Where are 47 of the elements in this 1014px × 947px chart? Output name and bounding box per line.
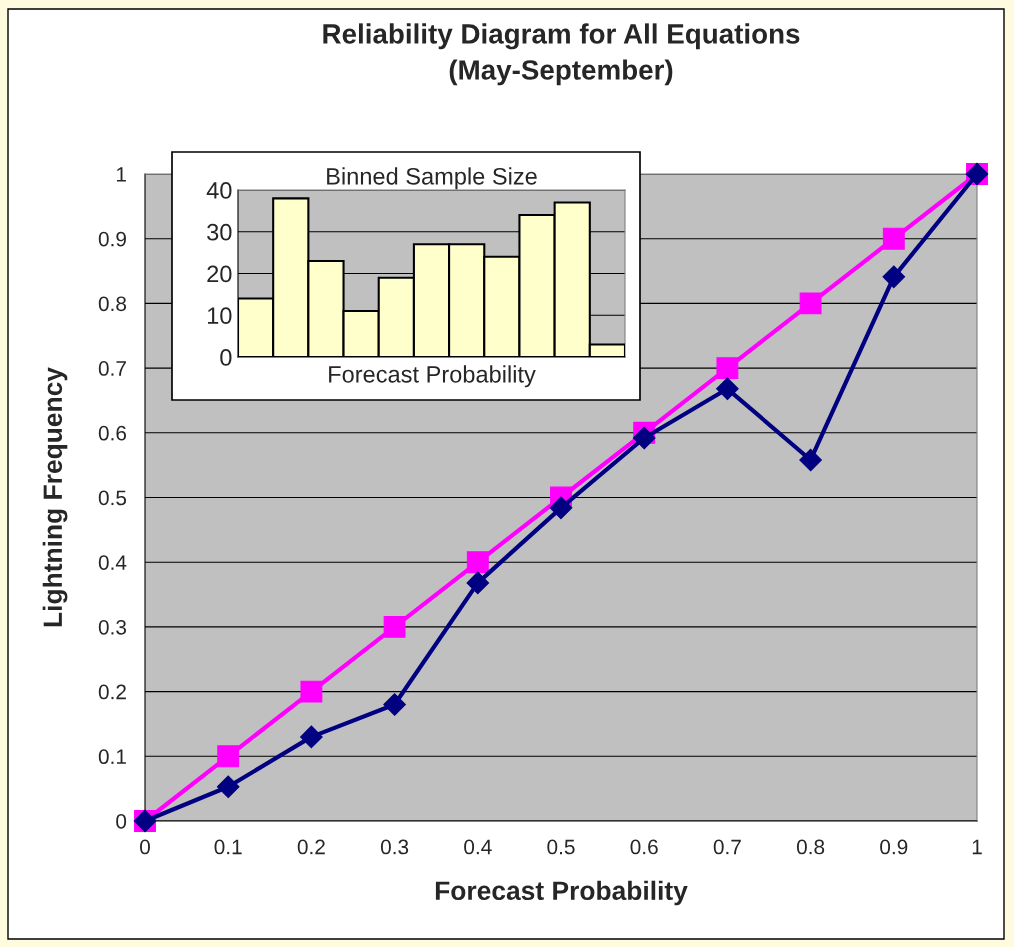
x-tick-label: 0.3 bbox=[380, 839, 409, 855]
point bbox=[716, 377, 739, 401]
y-tick-label: 0.3 bbox=[98, 619, 127, 635]
x-axis-title: Forecast Probability bbox=[435, 880, 688, 906]
point bbox=[466, 551, 489, 574]
point bbox=[549, 496, 573, 520]
y-tick-label: 0 bbox=[220, 349, 232, 366]
x-tick-label: 0 bbox=[140, 839, 150, 855]
y-tick-label: 0.6 bbox=[98, 425, 127, 441]
x-tick-label: 0.9 bbox=[880, 839, 908, 855]
x-tick-label: 0.7 bbox=[713, 839, 741, 855]
y-tick-label: 0.8 bbox=[98, 296, 127, 312]
point bbox=[383, 693, 406, 716]
x-tick-label: 1 bbox=[972, 839, 982, 855]
y-tick-label: 40 bbox=[206, 182, 232, 199]
y-tick-label: 10 bbox=[207, 307, 232, 325]
y-tick-label: 30 bbox=[207, 223, 232, 241]
point bbox=[383, 615, 406, 638]
point bbox=[799, 292, 822, 315]
point bbox=[300, 680, 323, 703]
point bbox=[216, 775, 240, 799]
point bbox=[882, 227, 905, 250]
x-tick-label: 0.2 bbox=[297, 839, 325, 855]
point bbox=[799, 448, 822, 472]
y-tick-label: 0.5 bbox=[98, 490, 127, 506]
y-tick-label: 0.7 bbox=[98, 361, 126, 376]
x-tick-label: 0.4 bbox=[464, 839, 492, 855]
x-tick-label: 0.5 bbox=[547, 839, 575, 855]
point bbox=[466, 571, 490, 595]
point bbox=[300, 725, 323, 749]
y-tick-label: 0 bbox=[116, 814, 127, 829]
x-tick-label: 0.8 bbox=[796, 839, 825, 855]
point bbox=[632, 426, 656, 450]
chart-title: Reliability Diagram for All Equations (May-September) bbox=[323, 23, 800, 86]
y-tick-label: 20 bbox=[207, 265, 232, 283]
y-axis-title: Lightning Frequency bbox=[42, 367, 68, 627]
x-tick-label: 0.6 bbox=[630, 839, 658, 855]
x-axis-title: Forecast Probability bbox=[329, 365, 536, 388]
y-tick-label: 0.1 bbox=[98, 749, 126, 765]
point bbox=[716, 357, 739, 380]
y-tick-label: 0.9 bbox=[98, 231, 126, 247]
y-tick-label: 1 bbox=[116, 167, 126, 182]
point bbox=[217, 745, 240, 768]
y-tick-label: 0.2 bbox=[98, 684, 126, 700]
chart-title: Binned Sample Size bbox=[327, 167, 537, 190]
point bbox=[882, 265, 906, 289]
y-tick-label: 0.4 bbox=[98, 555, 127, 570]
